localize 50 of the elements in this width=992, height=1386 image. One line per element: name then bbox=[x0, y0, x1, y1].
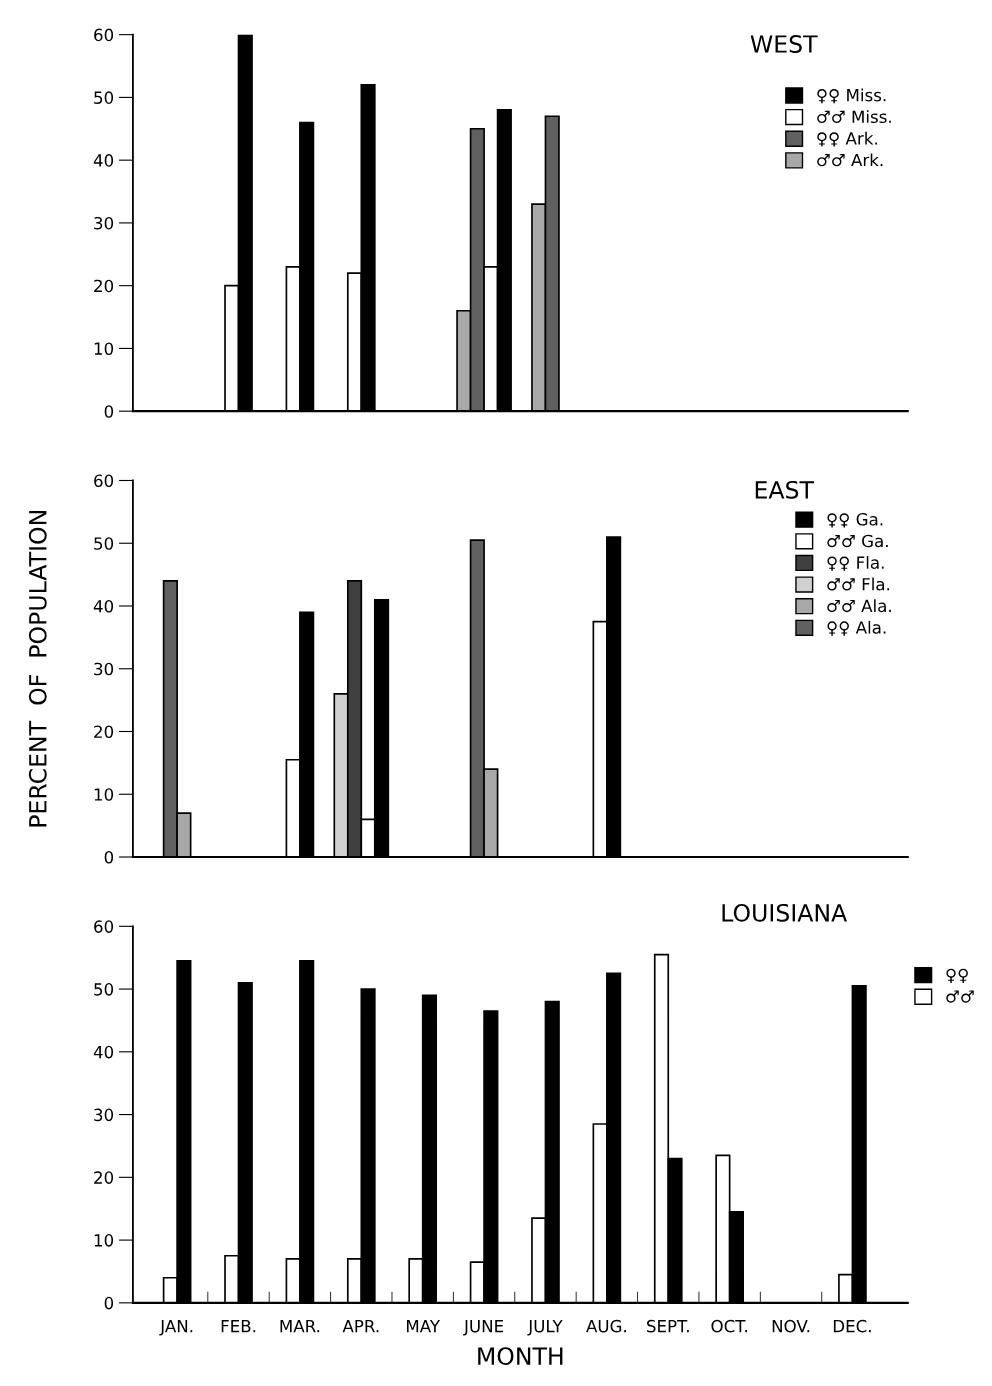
x-tick-label: AUG. bbox=[586, 1319, 626, 1333]
y-tick-label: 50 bbox=[94, 983, 114, 996]
x-axis-title: MONTH bbox=[478, 1347, 563, 1366]
x-tick-label: JUNE bbox=[463, 1320, 504, 1336]
y-tick-label: 50 bbox=[94, 537, 114, 550]
x-tick-label: OCT. bbox=[711, 1319, 747, 1333]
y-tick-label: 10 bbox=[94, 342, 114, 355]
y-tick-label: 60 bbox=[94, 28, 114, 42]
y-tick-label: 10 bbox=[94, 788, 114, 801]
y-tick-label: 0 bbox=[104, 405, 114, 418]
y-axis-title: PERCENT OF POPULATION bbox=[28, 511, 47, 827]
y-tick-label: 30 bbox=[94, 662, 114, 676]
legend-label: ♂♂ Ga. bbox=[827, 534, 888, 548]
y-tick-label: 20 bbox=[94, 279, 114, 293]
legend-label: ♂♂ Ala. bbox=[827, 599, 891, 613]
x-tick-label: JAN. bbox=[159, 1320, 193, 1336]
x-tick-label: JULY bbox=[527, 1320, 563, 1336]
legend-label: ♂♂ Miss. bbox=[817, 110, 891, 124]
y-tick-label: 30 bbox=[94, 1108, 114, 1122]
y-tick-label: 20 bbox=[94, 725, 114, 739]
x-tick-label: FEB. bbox=[221, 1320, 256, 1333]
x-tick-label: MAY bbox=[406, 1320, 441, 1333]
legend-label: ♂♂ Fla. bbox=[827, 577, 890, 591]
y-tick-label: 40 bbox=[93, 1045, 114, 1059]
x-tick-label: NOV. bbox=[772, 1319, 810, 1333]
x-tick-label: DEC. bbox=[833, 1319, 871, 1333]
legend-label: ♀♀ Ark. bbox=[817, 131, 877, 147]
legend-label: ♂♂ Ark. bbox=[817, 153, 883, 167]
y-tick-label: 10 bbox=[94, 1234, 114, 1247]
x-tick-label: SEPT. bbox=[647, 1319, 689, 1333]
y-tick-label: 60 bbox=[94, 474, 114, 488]
y-tick-label: 50 bbox=[94, 91, 114, 104]
y-tick-label: 0 bbox=[104, 1296, 114, 1310]
chart-title: WEST bbox=[750, 35, 818, 53]
y-tick-label: 0 bbox=[104, 850, 114, 864]
y-tick-label: 60 bbox=[94, 920, 114, 933]
legend-label: ♀♀ bbox=[946, 968, 968, 983]
chart-title: EAST bbox=[755, 480, 815, 499]
legend-label: ♀♀ Fla. bbox=[827, 555, 884, 571]
chart-title: LOUISIANA bbox=[722, 903, 848, 922]
legend-label: ♂♂ bbox=[946, 990, 974, 1003]
x-tick-label: APR. bbox=[342, 1320, 379, 1333]
y-tick-label: 40 bbox=[93, 154, 114, 167]
y-tick-label: 40 bbox=[93, 599, 114, 613]
x-tick-label: MAR. bbox=[280, 1320, 320, 1333]
y-tick-label: 20 bbox=[94, 1171, 114, 1184]
legend-label: ♀♀ Miss. bbox=[817, 88, 886, 104]
y-tick-label: 30 bbox=[94, 216, 114, 230]
legend-label: ♀♀ Ala. bbox=[827, 620, 886, 636]
legend-label: ♀♀ Ga. bbox=[827, 513, 883, 528]
